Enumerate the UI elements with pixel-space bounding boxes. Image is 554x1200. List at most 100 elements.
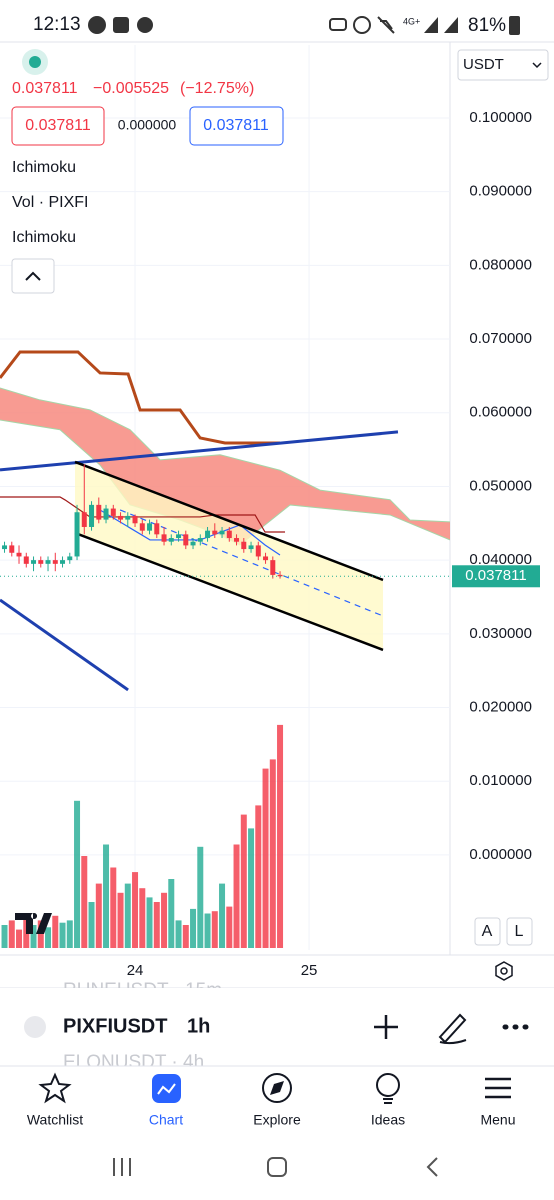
scale-button-label: A — [482, 923, 493, 940]
x-tick-label: 24 — [127, 962, 144, 979]
volume-bar — [219, 883, 226, 948]
candle-body — [234, 538, 240, 542]
scale-button[interactable] — [474, 917, 501, 946]
volume-bar — [175, 920, 182, 948]
y-tick-label: 0.070000 — [469, 330, 532, 347]
settings-icon[interactable] — [495, 961, 513, 981]
android-recents[interactable] — [113, 1158, 131, 1176]
nav-icon — [485, 1077, 511, 1099]
volume-bar — [124, 883, 131, 948]
bid-box[interactable] — [11, 106, 105, 146]
volume-bar — [103, 844, 110, 948]
volume-bar — [59, 922, 66, 948]
add-button[interactable] — [374, 1015, 398, 1039]
volume-bar — [240, 814, 247, 948]
volume-bar — [190, 908, 197, 948]
indicator[interactable]: Ichimoku — [12, 159, 76, 176]
currency: USDT — [463, 56, 504, 73]
volume-bar — [45, 927, 52, 948]
y-tick-label: 0.040000 — [469, 551, 532, 568]
channel-line — [74, 531, 384, 652]
channel-fill — [75, 461, 384, 650]
volume-bar — [1, 925, 8, 948]
symbol[interactable]: PIXFIUSDT — [63, 1015, 167, 1037]
status-icon — [329, 18, 347, 31]
android-back[interactable] — [426, 1157, 438, 1177]
nav-label[interactable]: Menu — [480, 1112, 515, 1128]
candle-body — [241, 541, 247, 550]
nav-icon — [152, 1074, 181, 1103]
volume-bar — [95, 883, 102, 948]
interval[interactable]: 1h — [187, 1015, 210, 1037]
volume-bar — [146, 897, 153, 948]
volume-bar — [8, 920, 15, 948]
volume-bar — [139, 888, 146, 948]
chevron — [25, 271, 41, 281]
nav-label[interactable]: Watchlist — [27, 1112, 83, 1128]
candle-body — [154, 523, 160, 535]
volume-bar — [211, 911, 218, 948]
currency-select[interactable] — [457, 49, 549, 81]
candle-body — [197, 538, 203, 542]
candle-body — [255, 545, 261, 557]
candle-body — [277, 574, 283, 577]
candle-body — [38, 560, 44, 564]
volume-bar — [197, 846, 204, 948]
volume-bar — [182, 925, 189, 948]
candle-body — [147, 523, 153, 531]
candle-body — [190, 541, 196, 546]
price: 0.037811 — [12, 80, 78, 97]
volume-bar — [117, 892, 124, 948]
scale-button[interactable] — [506, 917, 533, 946]
candle-body — [23, 556, 29, 564]
overlay: 0.100000 0.090000 0.080000 0.070000 0.060000… — [127, 109, 540, 979]
indicator[interactable]: Ichimoku — [12, 229, 76, 246]
nav-label[interactable]: Explore — [253, 1112, 301, 1128]
y-tick-label: 0.060000 — [469, 404, 532, 421]
channel-line — [74, 460, 384, 582]
candle-body — [183, 534, 189, 546]
candle-body — [9, 545, 15, 553]
volume-bar — [277, 724, 284, 948]
y-tick-label: 0.020000 — [469, 699, 532, 716]
candle-body — [60, 560, 66, 564]
candle-body — [81, 512, 87, 527]
candle-body — [248, 545, 254, 550]
candle-body — [2, 545, 8, 550]
ask-box[interactable] — [189, 106, 284, 146]
lagging-span — [0, 350, 280, 445]
status-icon — [113, 17, 129, 33]
candle-body — [219, 530, 225, 535]
candle-body — [161, 534, 167, 542]
candle-body — [31, 560, 37, 564]
candle-body — [89, 504, 95, 527]
status-dot — [29, 56, 41, 68]
y-tick-label: 0.100000 — [469, 109, 532, 126]
y-tick-label: 0.050000 — [469, 477, 532, 494]
scale-button-label: L — [515, 923, 524, 940]
volume-bar — [37, 920, 44, 948]
y-tick-label: 0.080000 — [469, 256, 532, 273]
y-tick-label: 0.030000 — [469, 625, 532, 642]
status-network: 4G+ — [403, 16, 420, 26]
candle-body — [52, 560, 58, 564]
volume-bar — [30, 925, 37, 948]
volume-bar — [204, 913, 211, 948]
volume-bar — [88, 902, 95, 948]
base-line — [0, 496, 286, 533]
volume-bar — [110, 867, 117, 948]
collapse-button[interactable] — [11, 258, 55, 294]
android-home[interactable] — [267, 1157, 287, 1177]
volume-bar — [66, 920, 73, 948]
candle-body — [118, 515, 124, 520]
draw-button[interactable] — [438, 1013, 467, 1045]
candle-body — [168, 538, 174, 542]
y-tick-label: 0.010000 — [469, 772, 532, 789]
status-battery: 81% — [468, 15, 506, 36]
indicator[interactable]: Vol · PIXFI — [12, 194, 88, 211]
nav-label[interactable]: Chart — [149, 1112, 183, 1128]
nav-label[interactable]: Ideas — [371, 1112, 405, 1128]
candle-body — [132, 515, 138, 524]
y-tick-label: 0.090000 — [469, 183, 532, 200]
volume-bar — [226, 906, 233, 948]
